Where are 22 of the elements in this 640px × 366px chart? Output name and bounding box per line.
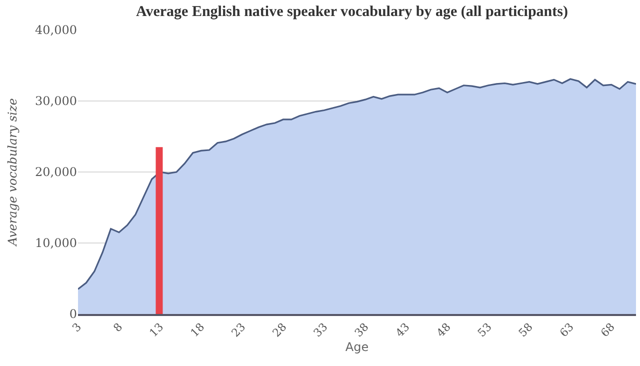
y-tick-label: 20,000	[35, 165, 77, 180]
x-tick-label: 53	[475, 320, 494, 340]
y-tick-label: 40,000	[35, 23, 77, 38]
chart-title: Average English native speaker vocabulary by age (all participants)	[136, 4, 568, 20]
x-tick-label: 43	[393, 320, 412, 340]
y-tick-label: 0	[69, 307, 77, 322]
x-tick-label: 48	[434, 320, 454, 340]
y-tick-label: 10,000	[35, 236, 77, 250]
x-tick-label: 63	[557, 320, 576, 340]
y-axis-title: Average vocabulary size	[5, 98, 20, 247]
x-tick-label: 18	[188, 320, 208, 340]
x-tick-label: 13	[146, 320, 166, 340]
x-tick-label: 58	[516, 320, 536, 340]
x-tick-label: 23	[229, 320, 248, 340]
x-tick-label: 28	[270, 320, 290, 340]
y-tick-label: 30,000	[35, 94, 77, 108]
x-tick-label: 33	[311, 320, 330, 340]
x-tick-label: 3	[70, 320, 84, 335]
x-tick-label: 8	[110, 320, 126, 335]
x-tick-label: 68	[598, 320, 618, 340]
x-axis-title: Age	[345, 340, 369, 354]
x-tick-label: 38	[352, 320, 372, 340]
